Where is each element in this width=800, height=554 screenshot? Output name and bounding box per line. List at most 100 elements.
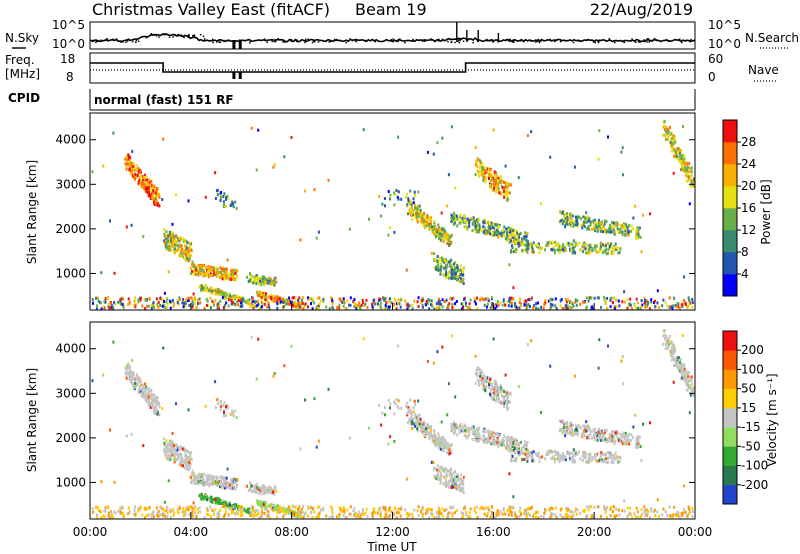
velocity-cell (129, 378, 132, 382)
velocity-cell (171, 440, 174, 444)
power-cell (677, 305, 680, 309)
power-cell (181, 301, 184, 305)
power-cell (615, 224, 618, 228)
power-cell (142, 177, 145, 181)
power-cell (172, 235, 175, 238)
velocity-cell (493, 392, 496, 396)
power-cell (405, 195, 407, 199)
power-cell (503, 192, 506, 196)
power-cell (237, 299, 240, 303)
power-cell (438, 305, 441, 309)
velocity-cell (260, 504, 263, 508)
power-cell (158, 204, 161, 208)
power-cell (474, 145, 477, 149)
velocity-cell (131, 374, 134, 378)
velocity-cell (407, 421, 409, 425)
power-cell (319, 299, 322, 303)
power-cell (668, 125, 671, 129)
power-cell (476, 296, 478, 300)
power-cell (219, 290, 222, 294)
nsearch-point (164, 33, 167, 36)
velocity-cell (604, 459, 607, 463)
power-cell (522, 243, 525, 247)
power-cell (476, 162, 479, 166)
velocity-cell (491, 439, 494, 443)
power-cell (609, 228, 612, 231)
power-cell (194, 298, 196, 302)
power-cell (450, 263, 453, 267)
power-cell (575, 242, 577, 246)
power-cell (606, 307, 609, 311)
power-cell (443, 300, 446, 303)
power-cell (489, 174, 492, 178)
power-cell (683, 169, 686, 173)
velocity-cell (509, 437, 512, 441)
power-cell (491, 177, 494, 181)
power-cell (476, 220, 479, 224)
power-cell (601, 225, 604, 229)
nsearch-point (651, 40, 653, 42)
power-cell (634, 204, 637, 208)
nsearch-point (549, 38, 552, 41)
power-cell (189, 266, 192, 270)
nsearch-point (639, 41, 641, 43)
power-cell (395, 189, 398, 192)
power-cell (127, 153, 130, 157)
power-cell (390, 301, 393, 305)
velocity-cell (138, 385, 141, 389)
power-cell (622, 173, 624, 177)
nsearch-point (219, 41, 222, 43)
velocity-cell (140, 394, 143, 398)
power-cell (224, 267, 227, 271)
power-cell (167, 234, 170, 238)
power-cell (413, 190, 416, 194)
power-ytick-label: 3000 (55, 177, 86, 191)
power-cell (208, 266, 210, 269)
power-cell (157, 301, 160, 304)
velocity-cell (211, 500, 214, 504)
velocity-cell (449, 473, 451, 477)
power-cell (131, 149, 134, 153)
power-cell (173, 247, 176, 251)
velocity-cell (130, 371, 133, 375)
cpid-label: CPID (8, 91, 40, 105)
velocity-cell (494, 380, 497, 384)
power-cell (579, 302, 582, 306)
power-cell (433, 252, 435, 256)
power-cell (223, 305, 225, 309)
velocity-cell (466, 428, 469, 432)
velocity-cell (165, 444, 167, 447)
power-cell (389, 305, 391, 309)
power-cell (261, 275, 264, 279)
velocity-cell (426, 424, 428, 428)
nsearch-point (512, 40, 515, 42)
power-cell (169, 306, 172, 310)
power-cell (327, 178, 330, 182)
power-cell (643, 296, 646, 300)
power-cell (235, 276, 238, 280)
power-cell (546, 241, 549, 245)
velocity-cell (440, 439, 443, 443)
nsearch-point (249, 41, 251, 44)
power-cell (185, 298, 188, 302)
power-cell (143, 183, 146, 187)
power-cell (146, 304, 149, 308)
freq-trace (90, 62, 695, 73)
power-cell (483, 218, 486, 222)
power-cell (572, 239, 575, 243)
velocity-cell (163, 441, 166, 445)
velocity-cell (490, 383, 493, 387)
power-cell (163, 228, 166, 232)
nsearch-point (317, 39, 319, 41)
power-cell (571, 214, 574, 218)
power-cell (448, 239, 451, 243)
power-cell (684, 169, 687, 172)
power-cell (626, 307, 629, 311)
power-cell (524, 243, 527, 247)
velocity-cell (465, 430, 468, 434)
nsearch-point (538, 41, 541, 44)
power-cell (601, 227, 604, 231)
power-cell (143, 176, 146, 179)
power-cell (474, 220, 477, 224)
nsearch-point (486, 38, 488, 41)
